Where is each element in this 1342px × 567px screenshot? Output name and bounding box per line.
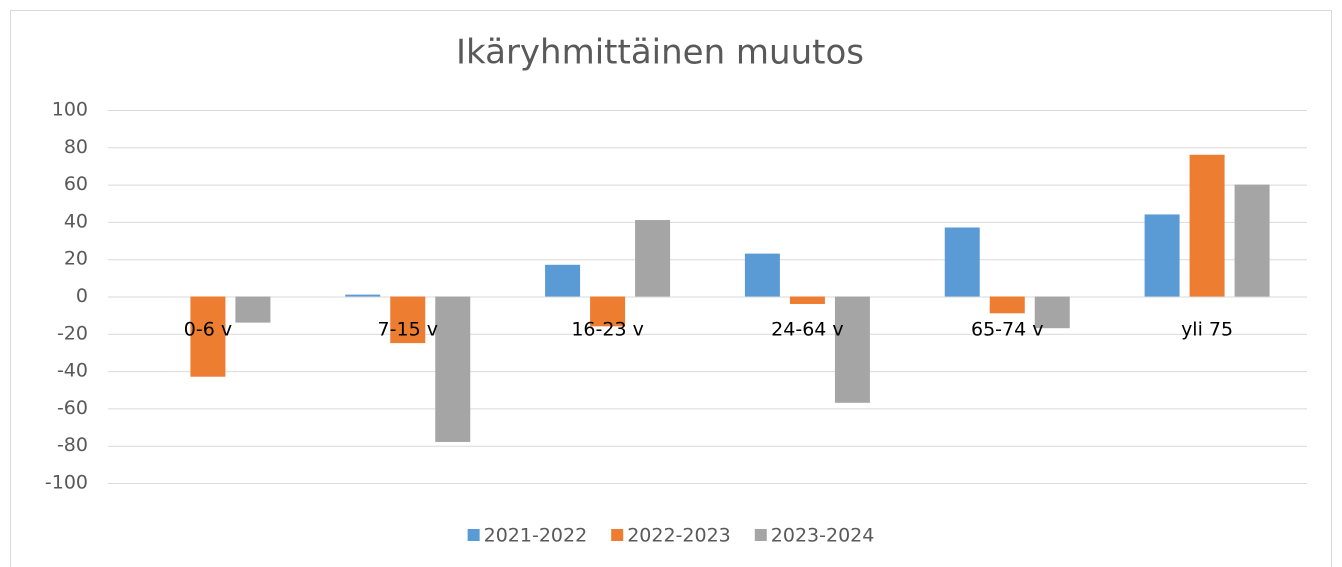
x-tick-label: 0-6 v xyxy=(184,319,232,341)
legend-label: 2021-2022 xyxy=(484,525,588,547)
bar xyxy=(834,296,870,403)
x-tick-label: 16-23 v xyxy=(571,319,644,341)
bar xyxy=(1234,184,1270,297)
y-tick-label: 60 xyxy=(64,173,88,195)
bar xyxy=(590,296,626,327)
chart-title: Ikäryhmittäinen muutos xyxy=(456,33,864,73)
y-tick-label: -80 xyxy=(57,434,88,456)
x-tick-label: 7-15 v xyxy=(378,319,438,341)
y-tick-label: -100 xyxy=(45,472,88,494)
bar xyxy=(190,296,226,377)
y-tick-label: 80 xyxy=(64,136,88,158)
bar xyxy=(1034,296,1070,329)
bar xyxy=(789,296,825,304)
bar xyxy=(1189,154,1225,297)
legend-swatch xyxy=(754,529,767,541)
legend-label: 2023-2024 xyxy=(771,525,875,547)
bar xyxy=(744,253,780,297)
bar xyxy=(1144,214,1180,297)
x-tick-label: 24-64 v xyxy=(771,319,844,341)
bar xyxy=(345,294,381,297)
y-tick-label: 100 xyxy=(52,99,88,121)
legend-swatch xyxy=(611,529,624,541)
x-tick-label: yli 75 xyxy=(1181,319,1233,341)
bar xyxy=(989,296,1025,314)
bar xyxy=(390,296,426,344)
legend-swatch xyxy=(467,529,480,541)
bar xyxy=(635,220,671,297)
chart-border xyxy=(10,10,1332,567)
y-tick-label: 20 xyxy=(64,248,88,270)
y-tick-label: -40 xyxy=(57,360,88,382)
bar xyxy=(435,296,471,442)
bar xyxy=(944,227,980,297)
y-tick-label: -60 xyxy=(57,397,88,419)
bar xyxy=(235,296,271,323)
bar xyxy=(545,264,581,297)
x-tick-label: 65-74 v xyxy=(971,319,1044,341)
y-tick-label: 40 xyxy=(64,210,88,232)
y-tick-label: 0 xyxy=(76,285,88,307)
legend-label: 2022-2023 xyxy=(627,525,731,547)
y-tick-label: -20 xyxy=(57,322,88,344)
